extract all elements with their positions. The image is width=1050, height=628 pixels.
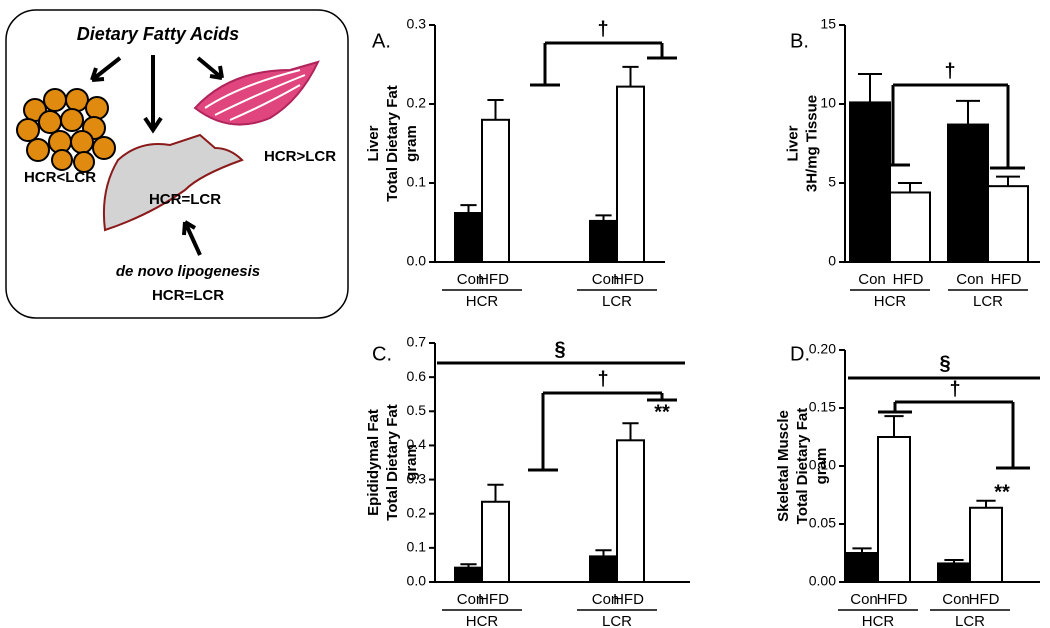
y-tick-label: 0.2 [407,95,427,111]
bar [877,436,911,583]
series-label: Con [457,591,485,608]
group-label: LCR [973,293,1003,310]
y-tick-label: 0.5 [407,402,427,418]
y-tick-label: 0.0 [407,253,427,269]
y-tick-label: 0.20 [809,341,836,357]
series-label: HFD [991,271,1022,288]
y-tick-label: 0.7 [407,334,427,350]
bar [481,500,510,583]
bar [987,185,1029,263]
y-tick-label: 5 [828,174,836,190]
arrows [90,55,224,256]
series-label: HFD [877,591,908,608]
muscle-icon [193,60,320,126]
diagram: Dietary Fatty Acids HCR<LCR HCR>LCR HCR=… [5,9,349,319]
y-tick-label: 10 [820,95,836,111]
lipogenesis-label: de novo lipogenesis [116,263,260,280]
annotation: † [949,378,960,400]
y-axis-label: gram [403,444,420,481]
y-axis-label: Total Dietary Fat [384,85,401,201]
group-label: LCR [955,613,985,628]
y-axis-label: Epididymal Fat [365,409,382,516]
y-tick-label: 0.2 [407,504,427,520]
y-tick-label: 0.1 [407,174,427,190]
y-tick-label: 0.10 [809,457,836,473]
adipose-icon [16,88,116,173]
bar [589,219,618,263]
bar [845,552,879,583]
series-label: Con [942,591,970,608]
annotation: ** [994,481,1010,503]
y-axis-label: Skeletal Muscle [775,410,792,522]
group-label: HCR [466,613,499,628]
series-label: Con [850,591,878,608]
annotation: § [939,352,950,374]
series-label: HFD [613,271,644,288]
panel-label: D. [790,343,810,365]
y-tick-label: 0.3 [407,470,427,486]
y-axis-label: gram [403,125,420,162]
diagram-title: Dietary Fatty Acids [77,24,239,44]
group-label: HCR [874,293,907,310]
y-axis-label: Liver [365,125,382,161]
group-label: LCR [602,293,632,310]
y-tick-label: 0.6 [407,368,427,384]
series-label: HFD [478,591,509,608]
annotation: † [597,18,608,40]
y-tick-label: 15 [820,16,836,32]
y-tick-label: 0.00 [809,573,836,589]
group-label: HCR [862,613,895,628]
bar [849,101,891,263]
y-axis-label: Total Dietary Fat [384,404,401,520]
bar [947,123,989,264]
y-tick-label: 0.15 [809,399,836,415]
liver-label: HCR=LCR [149,191,221,208]
series-label: HFD [969,591,1000,608]
y-axis-label: Liver [784,125,801,161]
series-label: HFD [478,271,509,288]
bar [616,85,645,264]
panel-label: A. [372,30,391,52]
bar [937,562,971,584]
bar [889,191,931,263]
y-axis-label: Total Dietary Fat [794,408,811,524]
series-label: Con [592,591,620,608]
panel-label: C. [372,343,392,365]
y-axis-label: gram [813,448,830,485]
muscle-label: HCR>LCR [264,148,336,165]
series-label: Con [457,271,485,288]
bar [454,566,483,583]
bar [454,212,483,264]
series-label: Con [956,271,984,288]
bar [589,555,618,584]
annotation: § [554,338,565,360]
liver-icon [102,133,244,232]
panel-label: B. [790,30,809,52]
y-axis-label: 3H/mg Tissue [803,95,820,192]
series-label: Con [858,271,886,288]
series-label: Con [592,271,620,288]
bar [481,118,510,263]
group-label: LCR [602,613,632,628]
y-tick-label: 0.05 [809,515,836,531]
bar [616,439,645,583]
annotation: † [597,368,608,390]
y-tick-label: 0.4 [407,436,427,452]
y-tick-label: 0.3 [407,16,427,32]
y-tick-label: 0.0 [407,573,427,589]
annotation: † [944,60,955,82]
series-label: HFD [613,591,644,608]
bar [969,506,1003,584]
y-tick-label: 0.1 [407,539,427,555]
annotation: ** [654,401,670,423]
adipose-label: HCR<LCR [24,169,96,186]
y-tick-label: 0 [828,253,836,269]
lipogenesis-result: HCR=LCR [152,287,224,304]
series-label: HFD [893,271,924,288]
group-label: HCR [466,293,499,310]
